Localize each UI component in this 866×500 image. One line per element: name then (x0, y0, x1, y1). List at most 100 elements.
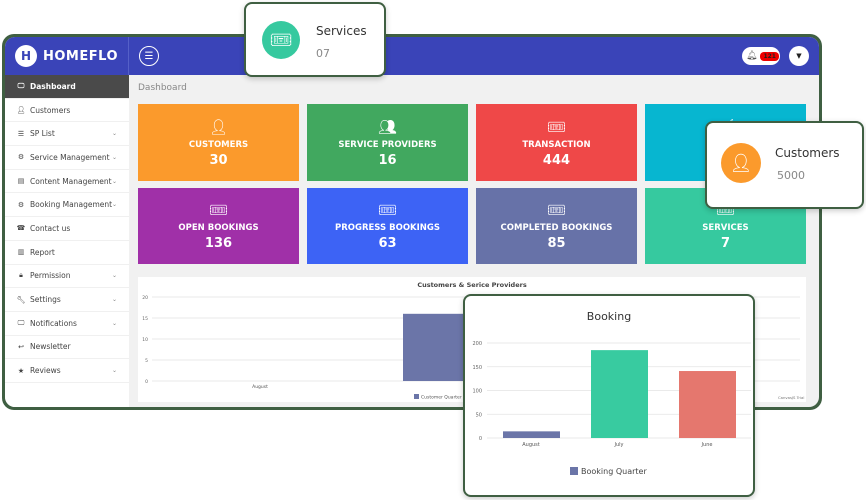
brand-name: HOMEFLO (43, 48, 118, 64)
services-popup: 🎟︎ Services 07 (244, 2, 386, 77)
phone-icon: ☎ (16, 224, 26, 233)
notification-count-badge: 121 (760, 51, 779, 61)
sidebar-item-label: Newsletter (30, 342, 71, 352)
bar (503, 431, 560, 438)
y-tick-label: 5 (145, 358, 148, 364)
stat-card-customers[interactable]: 👤︎ CUSTOMERS 30 (138, 104, 299, 181)
y-tick-label: 0 (145, 379, 148, 385)
card-label: COMPLETED BOOKINGS (500, 223, 613, 233)
legend-label: Customer Quarter (421, 395, 462, 401)
x-tick-label: June (701, 442, 713, 448)
star-icon: ★ (17, 366, 25, 375)
sidebar-item-newsletter[interactable]: ↩ Newsletter (5, 336, 129, 360)
list-icon: ☰ (17, 129, 25, 138)
sidebar-item-report[interactable]: ▥ Report (5, 241, 129, 265)
sidebar-item-reviews[interactable]: ★ Reviews ⌄ (5, 359, 129, 383)
stat-card-progress-bookings[interactable]: 🎟︎ PROGRESS BOOKINGS 63 (307, 188, 468, 264)
sidebar-item-notifications[interactable]: 🖵 Notifications ⌄ (5, 312, 129, 336)
card-label: PROGRESS BOOKINGS (334, 223, 441, 233)
booking-chart-popup: Booking 0 50 100 150 200 August July June Booking… (463, 294, 755, 497)
bar-chart-icon: ▥ (17, 248, 25, 257)
gears-icon: ⚙ (17, 153, 25, 162)
sidebar-item-label: Content Management (30, 176, 112, 186)
user-dropdown-button[interactable]: ▼ (789, 46, 809, 66)
customers-popup-title: Customers (775, 146, 840, 160)
monitor-icon: 🖵 (17, 318, 25, 327)
sidebar: 🖵 Dashboard 👤︎ Customers ☰ SP List ⌄ ⚙ Service M… (5, 75, 129, 407)
card-value: 444 (542, 152, 571, 168)
stat-card-transaction[interactable]: 🎟︎ TRANSACTION 444 (476, 104, 637, 181)
logo-icon: H (15, 45, 37, 67)
chevron-down-icon: ⌄ (111, 153, 117, 161)
reply-icon: ↩ (18, 342, 24, 351)
card-label: CUSTOMERS (188, 139, 249, 150)
user-icon: 👤︎ (208, 117, 229, 136)
brand[interactable]: H HOMEFLO (5, 37, 129, 75)
sidebar-item-label: Settings (30, 295, 61, 305)
y-tick-label: 50 (476, 412, 482, 418)
sidebar-item-label: Report (30, 247, 55, 257)
card-value: 136 (204, 236, 233, 251)
bell-icon: 🔔︎ (746, 51, 758, 61)
chevron-down-icon: ⌄ (111, 319, 117, 327)
chevron-down-icon: ⌄ (111, 177, 117, 185)
card-value: 63 (378, 236, 397, 251)
chevron-down-icon: ⌄ (111, 130, 117, 138)
x-tick-label: August (522, 442, 540, 448)
services-popup-value: 07 (316, 47, 330, 60)
legend-label: Booking Quarter (581, 467, 647, 476)
y-tick-label: 0 (479, 436, 482, 442)
card-label: SERVICE PROVIDERS (338, 139, 437, 150)
ticket-icon: 🎟︎ (546, 117, 567, 136)
card-value: 16 (378, 152, 397, 168)
sidebar-item-label: Contact us (30, 223, 71, 233)
sidebar-item-label: Reviews (30, 366, 61, 376)
services-popup-title: Services (316, 24, 367, 38)
users-icon: 👥︎ (377, 117, 398, 136)
y-tick-label: 15 (142, 316, 148, 322)
customers-popup: 👤︎ Customers 5000 (705, 121, 864, 209)
chevron-down-icon: ⌄ (111, 296, 117, 304)
sidebar-item-label: Permission (30, 271, 71, 281)
bar (679, 371, 736, 438)
watermark: CanvasJS Trial (778, 395, 804, 400)
y-tick-label: 200 (472, 341, 482, 347)
sidebar-item-label: Notifications (30, 318, 77, 328)
y-tick-label: 20 (142, 295, 148, 301)
ticket-icon: 🎟︎ (262, 21, 300, 59)
card-label: TRANSACTION (522, 139, 591, 150)
stat-card-service-providers[interactable]: 👥︎ SERVICE PROVIDERS 16 (307, 104, 468, 181)
sidebar-item-label: Dashboard (30, 81, 76, 91)
sidebar-item-content-management[interactable]: ▤ Content Management ⌄ (5, 170, 129, 194)
chevron-down-icon: ⌄ (111, 272, 117, 280)
breadcrumb: Dashboard (138, 83, 187, 93)
ticket-icon: 🎟︎ (546, 201, 567, 219)
sidebar-item-permission[interactable]: 🔒︎ Permission ⌄ (5, 265, 129, 289)
lock-icon: 🔒︎ (19, 271, 23, 280)
notifications-button[interactable]: 🔔︎ 121 (742, 47, 780, 65)
y-tick-label: 100 (472, 389, 482, 395)
sidebar-item-dashboard[interactable]: 🖵 Dashboard (5, 75, 129, 99)
sidebar-item-sp-list[interactable]: ☰ SP List ⌄ (5, 122, 129, 147)
sidebar-item-contact-us[interactable]: ☎ Contact us (5, 217, 129, 241)
sidebar-item-service-management[interactable]: ⚙ Service Management ⌄ (5, 146, 129, 170)
card-label: SERVICES (702, 223, 749, 233)
stat-card-open-bookings[interactable]: 🎟︎ OPEN BOOKINGS 136 (138, 188, 299, 264)
y-tick-label: 150 (472, 365, 482, 371)
chevron-down-icon: ⌄ (111, 367, 117, 375)
sidebar-item-customers[interactable]: 👤︎ Customers (5, 99, 129, 123)
legend-swatch (414, 394, 419, 399)
chart-title: Booking (587, 310, 631, 323)
ticket-icon: 🎟︎ (377, 201, 398, 219)
chart-title: Customers & Serice Providers (417, 281, 527, 289)
sidebar-item-settings[interactable]: 🔧︎ Settings ⌄ (5, 288, 129, 312)
sidebar-item-label: Booking Management (30, 200, 113, 210)
file-icon: ▤ (17, 177, 25, 186)
sidebar-item-label: Service Management (30, 152, 110, 162)
stat-card-completed-bookings[interactable]: 🎟︎ COMPLETED BOOKINGS 85 (476, 188, 637, 264)
hamburger-menu-button[interactable]: ☰ (139, 46, 159, 66)
ticket-icon: 🎟︎ (208, 201, 229, 219)
card-value: 7 (720, 236, 731, 251)
top-header: H HOMEFLO ☰ 🔔︎ 121 ▼ (5, 37, 819, 75)
sidebar-item-booking-management[interactable]: ⚙ Booking Management ⌄ (5, 193, 129, 218)
